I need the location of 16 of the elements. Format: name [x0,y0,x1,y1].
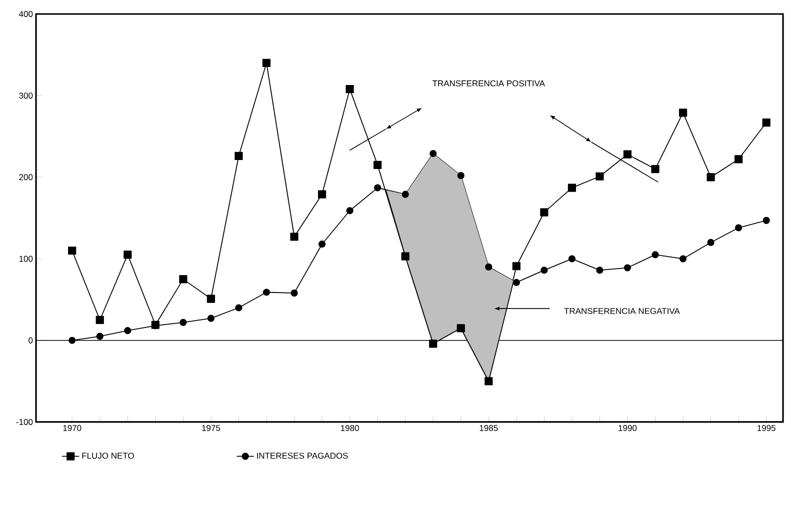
annotation: TRANSFERENCIA NEGATIVA [564,308,680,314]
x-tick-label: 1970 [63,425,82,432]
x-tick-label: 1975 [202,425,220,432]
legend-label: INTERESES PAGADOS [257,452,348,459]
y-tick-label: 200 [19,174,33,180]
y-tick-label: 100 [19,256,33,262]
y-tick-label: 400 [18,10,33,17]
y-tick-label: -100 [16,418,33,425]
y-tick-label: 0 [28,337,33,344]
x-tick-label: 1995 [758,425,776,432]
x-tick-label: 1985 [480,425,498,432]
x-tick-label: 1980 [340,425,359,432]
legend-label: FLUJO NETO [82,452,134,459]
y-tick-label: 300 [19,92,33,99]
x-tick-label: 1990 [618,425,637,432]
annotation: TRANSFERENCIA POSITIVA [432,80,545,86]
